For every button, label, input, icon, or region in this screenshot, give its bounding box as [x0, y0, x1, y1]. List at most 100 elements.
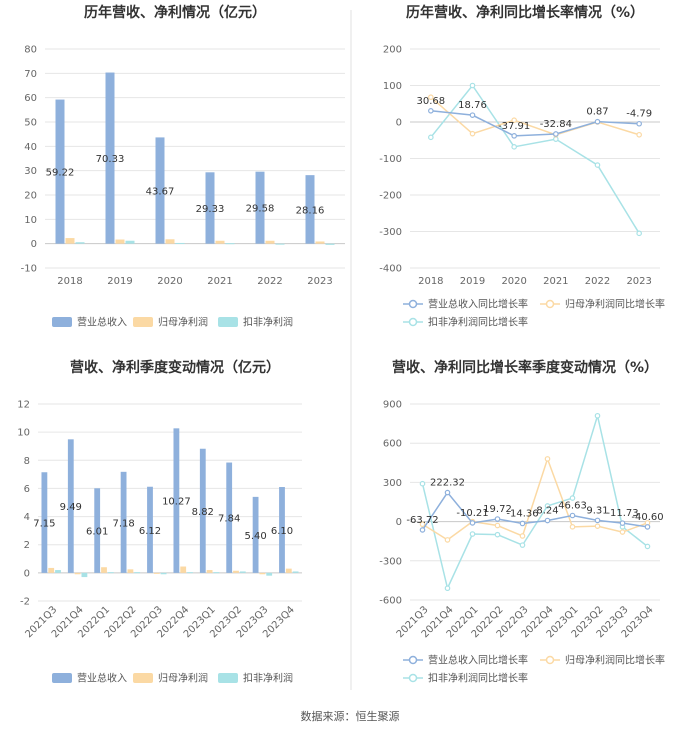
y-tick-label: 300	[383, 478, 402, 489]
chart-title: 历年营收、净利情况（亿元）	[84, 4, 266, 21]
legend-item: 归母净利润	[133, 672, 208, 685]
series-point-2	[428, 134, 434, 141]
legend-label: 营业总收入	[77, 316, 127, 329]
series-point-2	[644, 543, 651, 550]
series-point-1	[594, 523, 601, 529]
y-tick-label: 0	[31, 239, 37, 250]
bar-revenue	[173, 428, 180, 573]
revenue-data-label: 7.15	[33, 519, 55, 530]
revenue-growth-data-label: -63.72	[406, 515, 438, 526]
y-tick-label: 70	[24, 69, 37, 80]
legend-marker	[408, 655, 418, 665]
legend-swatch	[133, 673, 153, 683]
revenue-data-label: 7.18	[112, 518, 134, 529]
legend-label: 扣非净利润	[243, 672, 293, 685]
y-tick-label: 0	[24, 568, 30, 579]
x-tick-label: 2023	[626, 276, 651, 287]
series-point-2	[519, 542, 526, 548]
series-point-0	[469, 520, 476, 526]
y-tick-label: 200	[383, 45, 402, 56]
bar-deducted-profit	[187, 572, 193, 574]
revenue-growth-data-label: 30.68	[417, 96, 446, 107]
y-tick-label: 20	[24, 191, 37, 202]
legend-item: 营业总收入同比增长率	[403, 654, 528, 667]
bar-revenue	[199, 448, 206, 573]
y-tick-label: -400	[379, 264, 402, 275]
series-point-1	[636, 131, 642, 138]
legend-marker	[408, 299, 418, 309]
series-line-0	[430, 110, 640, 137]
revenue-data-label: 43.67	[146, 187, 175, 198]
revenue-data-label: 5.40	[244, 531, 266, 542]
bar-deducted-profit	[292, 571, 299, 573]
legend-marker	[545, 299, 555, 309]
series-point-0	[428, 108, 434, 114]
legend-item: 扣非净利润同比增长率	[403, 672, 528, 685]
x-tick-label: 2022	[585, 276, 610, 287]
series-point-0	[494, 516, 501, 522]
series-point-1	[619, 529, 626, 535]
y-tick-label: 80	[24, 45, 37, 56]
legend-item: 归母净利润同比增长率	[540, 654, 665, 667]
annual-bar-chart: 历年营收、净利情况（亿元） -10 0 10 20 30 40 50 60 70 80 2018 201…	[21, 4, 345, 329]
bar-net-profit	[101, 567, 107, 573]
revenue-data-label: 29.33	[196, 204, 225, 215]
series-point-1	[419, 521, 426, 528]
bar-net-profit	[48, 567, 55, 573]
series-line-1	[422, 456, 648, 541]
series-point-1	[444, 537, 451, 543]
legend-label: 营业总收入	[77, 672, 127, 685]
series-line-2	[421, 412, 648, 591]
series-point-1	[511, 117, 517, 123]
legend-label: 营业总收入同比增长率	[428, 298, 528, 311]
y-tick-label: -300	[379, 556, 402, 567]
series-point-2	[419, 480, 426, 487]
bar-deducted-profit	[175, 242, 185, 244]
bar-deducted-profit	[125, 240, 135, 244]
series-line-2	[430, 84, 640, 234]
revenue-growth-data-label: -11.73	[606, 508, 638, 519]
bar-revenue	[252, 496, 259, 573]
revenue-growth-data-label: -4.79	[626, 109, 652, 120]
chart-title: 历年营收、净利同比增长率情况（%）	[406, 4, 644, 21]
legend-item: 扣非净利润同比增长率	[403, 316, 528, 329]
x-tick-label: 2019	[107, 276, 132, 287]
revenue-growth-data-label: -40.60	[631, 512, 663, 523]
bar-net-profit	[233, 570, 239, 573]
series-point-2	[553, 136, 559, 142]
bar-net-profit	[153, 572, 160, 574]
series-point-0	[519, 520, 526, 527]
bar-deducted-profit	[239, 571, 246, 573]
series-point-2	[636, 230, 642, 237]
revenue-growth-data-label: -37.91	[498, 121, 530, 132]
y-tick-label: 40	[24, 142, 37, 153]
bar-deducted-profit	[275, 243, 285, 245]
y-tick-label: 900	[383, 400, 402, 411]
y-tick-label: 50	[24, 118, 37, 129]
chart-title: 营收、净利同比增长率季度变动情况（%）	[392, 359, 658, 376]
legend-swatch	[218, 317, 238, 327]
bar-net-profit	[65, 238, 75, 244]
series-point-0	[594, 118, 601, 125]
x-tick-label: 2023	[307, 276, 332, 287]
bar-revenue	[67, 439, 74, 573]
legend-item: 营业总收入	[52, 316, 127, 329]
legend-marker	[408, 673, 418, 683]
revenue-growth-data-label: 9.31	[586, 505, 608, 516]
y-tick-label: 600	[383, 439, 402, 450]
bar-net-profit	[285, 568, 292, 573]
revenue-data-label: 10.27	[162, 497, 191, 508]
bar-revenue	[105, 72, 115, 244]
bar-deducted-profit	[266, 572, 273, 576]
legend-swatch	[52, 317, 72, 327]
legend-swatch	[52, 673, 72, 683]
quarterly-growth-chart: 营收、净利同比增长率季度变动情况（%）-600-3000300600900202…	[379, 359, 665, 685]
bar-deducted-profit	[160, 572, 167, 575]
bar-net-profit	[165, 239, 175, 244]
legend-label: 归母净利润	[158, 672, 208, 685]
y-tick-label: 60	[24, 93, 37, 104]
series-point-1	[544, 456, 551, 462]
bar-revenue	[279, 487, 285, 573]
legend-item: 营业总收入	[52, 672, 127, 685]
